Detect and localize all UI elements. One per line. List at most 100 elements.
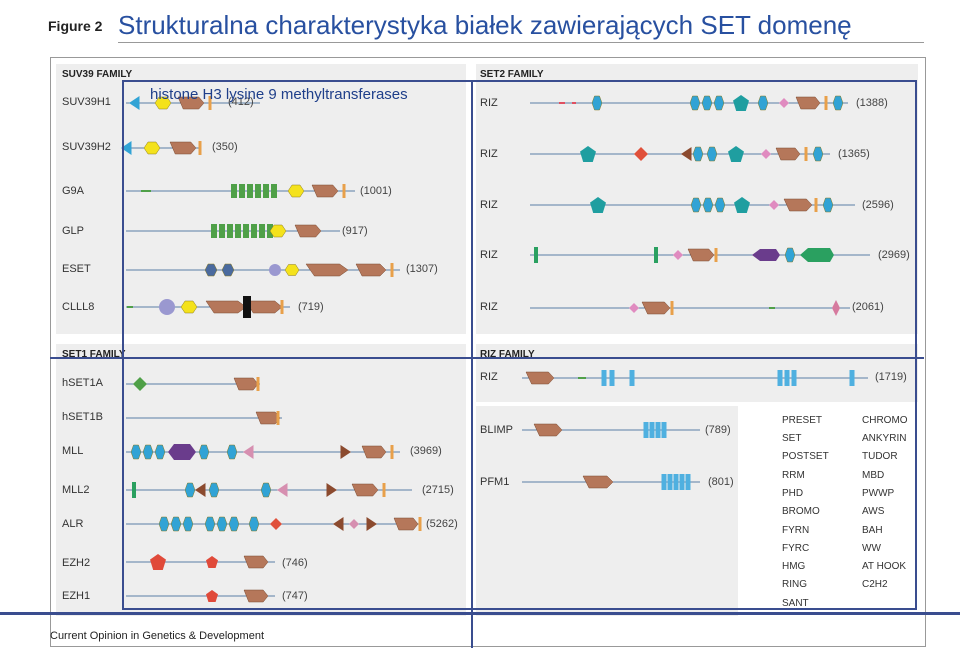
pwwp-domain [733, 95, 749, 111]
ankyrin-repeat [255, 184, 261, 198]
phd-domain [130, 444, 142, 460]
length-riz5: (2061) [852, 301, 884, 313]
protein-label-ezh2: EZH2 [62, 557, 91, 569]
bromo-domain [168, 444, 196, 460]
fyrn-domain [243, 445, 254, 459]
legend-label-rrm: RRM [782, 470, 805, 481]
sant-domain [206, 556, 218, 568]
legend-label-set: SET [782, 433, 802, 444]
phd-domain [832, 95, 844, 111]
set-domain [641, 301, 671, 315]
set-domain [233, 377, 259, 391]
fyrc-domain [326, 483, 337, 497]
set-domain [775, 147, 801, 161]
ankyrin-repeat [231, 184, 237, 198]
pwwp-domain [590, 197, 606, 213]
protein-label-clll8: CLLL8 [62, 301, 95, 313]
protein-label-hset1a: hSET1A [62, 377, 103, 389]
legend-label-tudor: TUDOR [862, 451, 898, 462]
c2h2-finger [673, 474, 679, 490]
set-domain [311, 184, 339, 198]
length-alr: (5262) [426, 518, 458, 530]
ankyrin-repeat [243, 224, 249, 238]
legend-label-bah: BAH [862, 525, 883, 536]
phd-domain [690, 197, 702, 213]
protein-label-riz6: RIZ [480, 371, 498, 383]
pwwp-domain [580, 146, 596, 162]
family-heading-set1: SET1 FAMILY [62, 349, 126, 360]
protein-label-blimp: BLIMP [480, 424, 514, 436]
set-domain [361, 445, 387, 459]
preset-domain [154, 96, 172, 110]
ring-domain [681, 147, 692, 161]
postset-domain [824, 96, 828, 110]
phd-domain [812, 146, 824, 162]
c2h2-finger [667, 474, 673, 490]
ankyrin-repeat [219, 224, 225, 238]
ring-domain [195, 483, 206, 497]
length-mll: (3969) [410, 445, 442, 457]
postset-domain [208, 96, 212, 110]
ankyrin-repeat [211, 224, 217, 238]
length-eset: (1307) [406, 263, 438, 275]
phd-domain [158, 516, 170, 532]
preset-domain [143, 141, 161, 155]
overlay-vertical-rule [471, 80, 473, 648]
legend-label-ring: RING [782, 579, 807, 590]
aws-domain [769, 200, 779, 210]
postset-domain [670, 301, 674, 315]
panel-set1 [56, 344, 466, 616]
protein-label-glp: GLP [62, 225, 85, 237]
length-riz6: (1719) [875, 371, 907, 383]
postset-domain [276, 411, 280, 425]
set-domain [351, 483, 379, 497]
tudor-domain [221, 263, 235, 277]
phd-domain [706, 146, 718, 162]
length-mll2: (2715) [422, 484, 454, 496]
length-glp: (917) [342, 225, 368, 237]
phd-domain [216, 516, 228, 532]
postset-domain [198, 141, 202, 155]
set-domain [582, 475, 614, 489]
legend-label-sant: SANT [782, 598, 809, 609]
length-ezh1: (747) [282, 590, 308, 602]
panel-blimp [476, 406, 738, 616]
phd-domain [228, 516, 240, 532]
protein-label-g9a: G9A [62, 185, 85, 197]
legend-label-preset: PRESET [782, 415, 823, 426]
aws-domain [673, 250, 683, 260]
protein-label-ezh1: EZH1 [62, 590, 91, 602]
phd-domain [591, 95, 603, 111]
ankyrin-repeat [235, 224, 241, 238]
c2h2-finger [601, 370, 607, 386]
c2h2-finger [609, 370, 615, 386]
protein-label-hset1b: hSET1B [62, 411, 103, 423]
figure-label: Figure 2 [48, 18, 103, 34]
set-insert-block [243, 296, 251, 318]
postset-domain [382, 483, 386, 497]
ww-domain [132, 482, 136, 498]
phd-domain [702, 197, 714, 213]
ankyrin-repeat [259, 224, 265, 238]
length-ezh2: (746) [282, 557, 308, 569]
length-riz2: (1365) [838, 148, 870, 160]
ankyrin-repeat [227, 224, 233, 238]
phd-domain [198, 444, 210, 460]
set-domain [305, 263, 349, 277]
set-domain [795, 96, 821, 110]
protein-label-mll: MLL [62, 445, 84, 457]
protein-label-riz5: RIZ [480, 301, 498, 313]
preset-domain [269, 224, 287, 238]
length-clll8: (719) [298, 301, 324, 313]
family-heading-riz: RIZ FAMILY [480, 349, 535, 360]
phd-domain [713, 95, 725, 111]
title-rule [118, 42, 924, 43]
length-blimp: (789) [705, 424, 731, 436]
c2h2-finger [649, 422, 655, 438]
legend-label-chromo: CHROMO [862, 415, 908, 426]
fyrn-domain [277, 483, 288, 497]
phd-domain [208, 482, 220, 498]
rrm-domain [133, 377, 147, 391]
phd-domain [170, 516, 182, 532]
set-domain [177, 96, 205, 110]
